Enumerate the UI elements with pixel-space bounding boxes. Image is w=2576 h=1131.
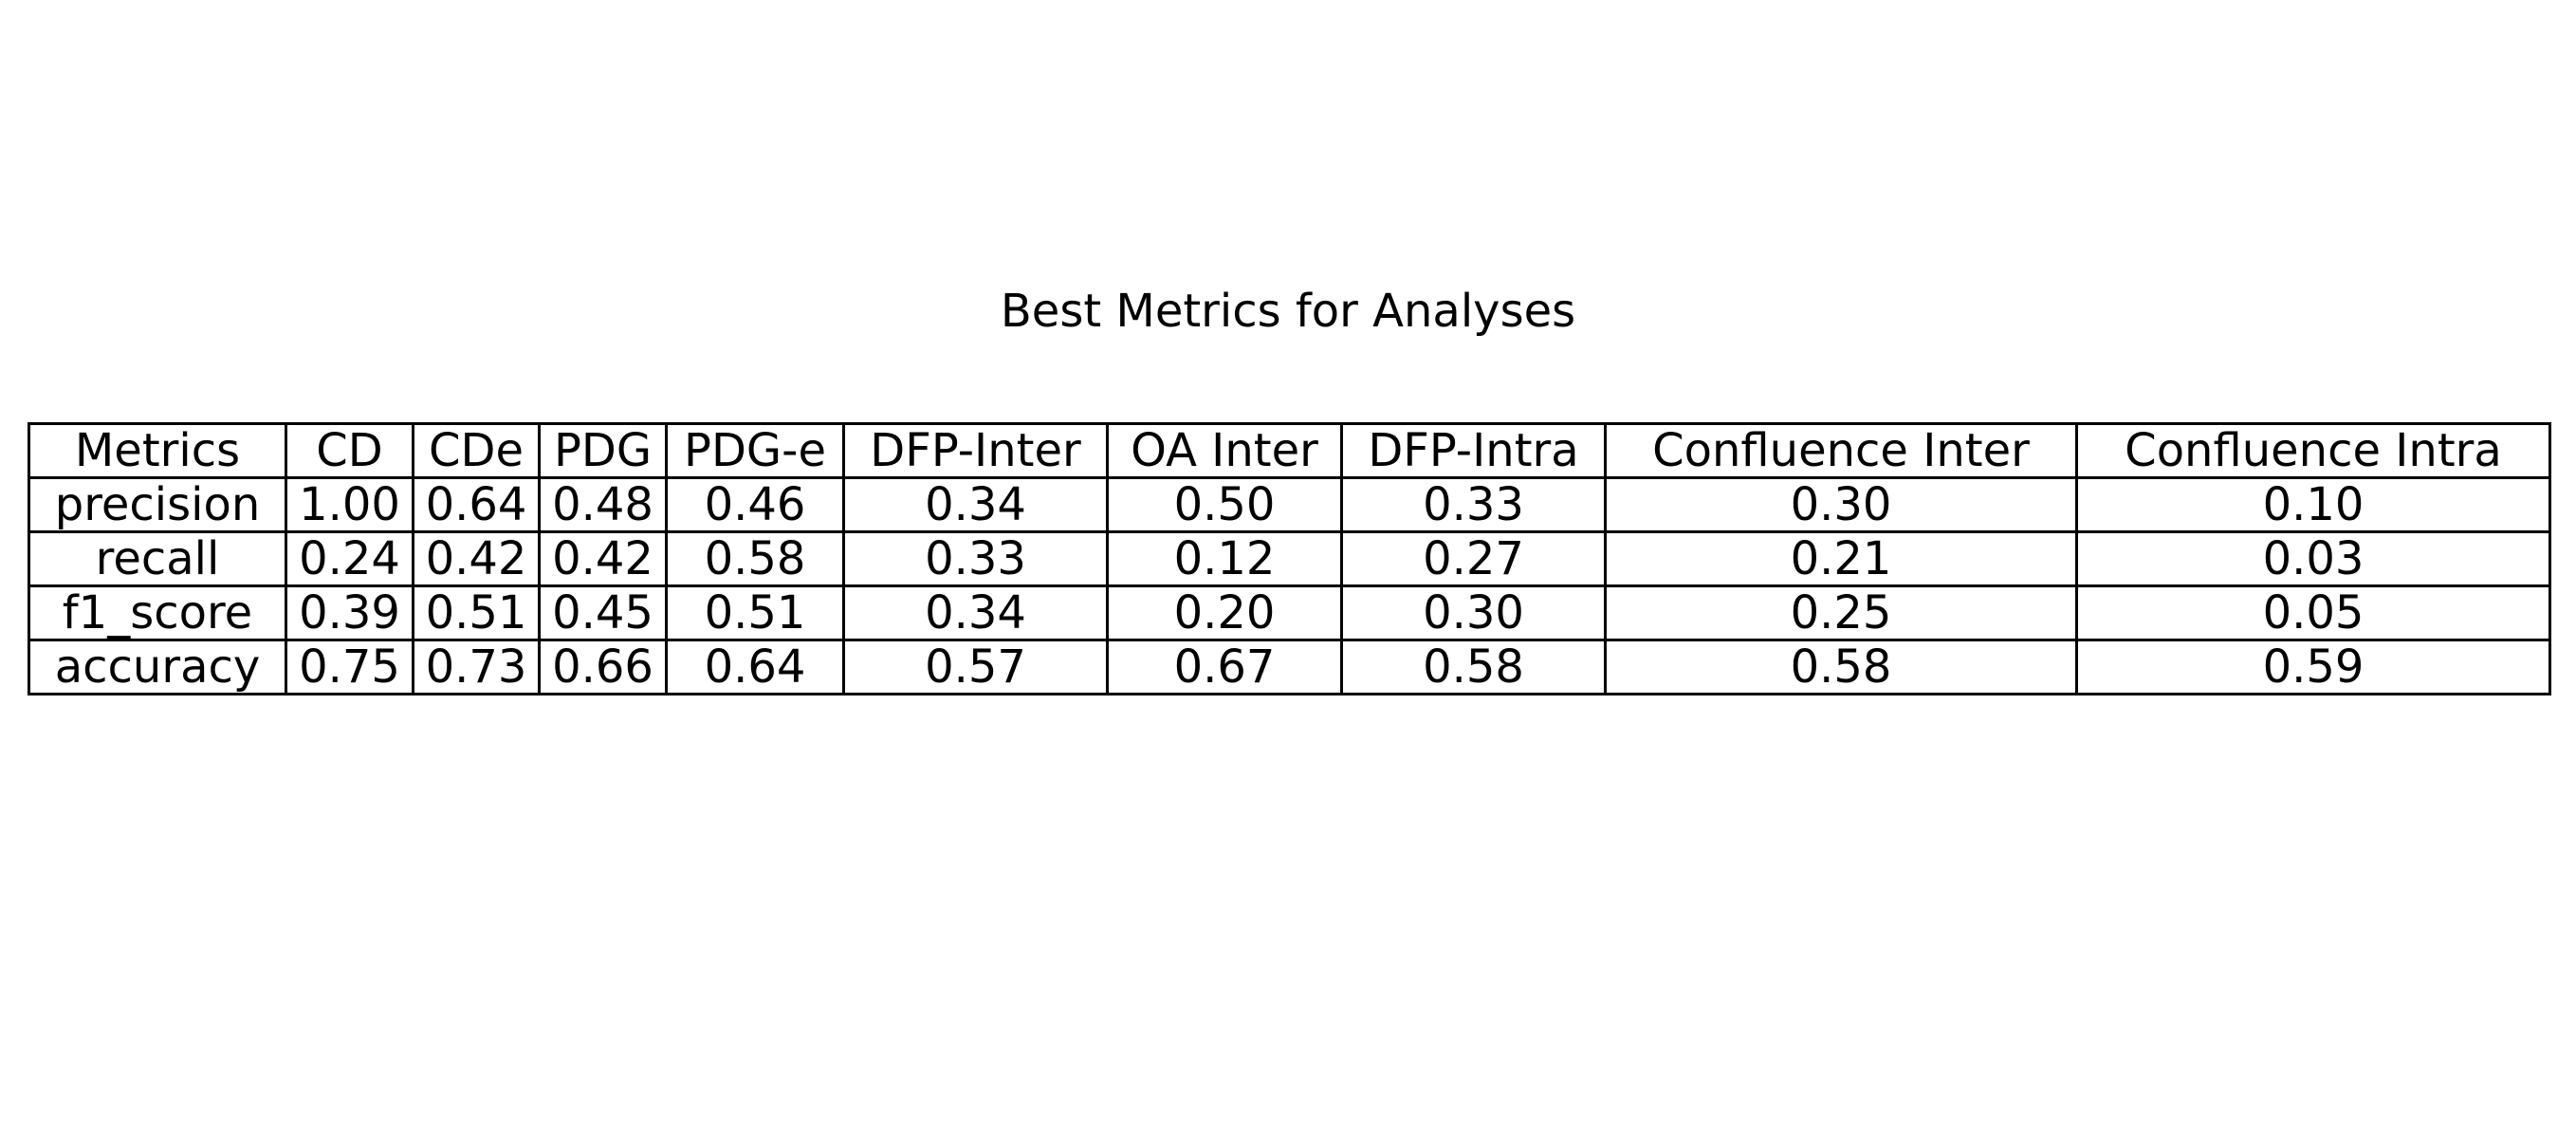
chart-title: Best Metrics for Analyses — [1000, 285, 1576, 338]
table-cell: 0.48 — [538, 476, 668, 533]
table-cell: 0.75 — [285, 639, 414, 695]
header-cell: Confluence Intra — [2075, 422, 2551, 479]
table-cell: 0.73 — [412, 639, 541, 695]
table-cell: 0.59 — [2075, 639, 2551, 695]
header-cell: Confluence Inter — [1604, 422, 2078, 479]
table-cell: 0.66 — [538, 639, 668, 695]
table-cell: 0.42 — [412, 530, 541, 587]
table-cell: 1.00 — [285, 476, 414, 533]
table-cell: 0.24 — [285, 530, 414, 587]
table-row: recall 0.24 0.42 0.42 0.58 0.33 0.12 0.2… — [28, 530, 2551, 587]
table-cell: 0.05 — [2075, 584, 2551, 641]
table-cell: 0.21 — [1604, 530, 2078, 587]
table-cell: 0.45 — [538, 584, 668, 641]
table-cell: 0.51 — [412, 584, 541, 641]
table-row: accuracy 0.75 0.73 0.66 0.64 0.57 0.67 0… — [28, 639, 2551, 695]
table-header-row: Metrics CD CDe PDG PDG-e DFP-Inter OA In… — [28, 422, 2551, 479]
header-cell: DFP-Inter — [842, 422, 1109, 479]
table-cell: 0.64 — [412, 476, 541, 533]
table-cell: 0.03 — [2075, 530, 2551, 587]
table-cell: 0.30 — [1340, 584, 1607, 641]
table-cell: 0.34 — [842, 476, 1109, 533]
table-cell: 0.50 — [1106, 476, 1343, 533]
table-cell: 0.30 — [1604, 476, 2078, 533]
table-cell: 0.42 — [538, 530, 668, 587]
table-cell: 0.33 — [842, 530, 1109, 587]
table-cell: 0.46 — [665, 476, 845, 533]
table-cell: 0.67 — [1106, 639, 1343, 695]
header-cell: PDG — [538, 422, 668, 479]
header-cell: PDG-e — [665, 422, 845, 479]
metrics-table: Metrics CD CDe PDG PDG-e DFP-Inter OA In… — [28, 422, 2551, 695]
table-cell: 0.64 — [665, 639, 845, 695]
table-cell: 0.12 — [1106, 530, 1343, 587]
table-cell: 0.39 — [285, 584, 414, 641]
header-cell: CD — [285, 422, 414, 479]
table-row: precision 1.00 0.64 0.48 0.46 0.34 0.50 … — [28, 476, 2551, 533]
row-label-cell: recall — [28, 530, 287, 587]
table-cell: 0.25 — [1604, 584, 2078, 641]
header-cell: DFP-Intra — [1340, 422, 1607, 479]
table-cell: 0.57 — [842, 639, 1109, 695]
row-label-cell: precision — [28, 476, 287, 533]
header-cell: Metrics — [28, 422, 287, 479]
table-cell: 0.51 — [665, 584, 845, 641]
table-cell: 0.58 — [1604, 639, 2078, 695]
table-cell: 0.58 — [1340, 639, 1607, 695]
row-label-cell: f1_score — [28, 584, 287, 641]
table-cell: 0.27 — [1340, 530, 1607, 587]
table-cell: 0.34 — [842, 584, 1109, 641]
table-cell: 0.10 — [2075, 476, 2551, 533]
table-cell: 0.58 — [665, 530, 845, 587]
table-row: f1_score 0.39 0.51 0.45 0.51 0.34 0.20 0… — [28, 584, 2551, 641]
header-cell: CDe — [412, 422, 541, 479]
header-cell: OA Inter — [1106, 422, 1343, 479]
row-label-cell: accuracy — [28, 639, 287, 695]
table-cell: 0.33 — [1340, 476, 1607, 533]
table-cell: 0.20 — [1106, 584, 1343, 641]
